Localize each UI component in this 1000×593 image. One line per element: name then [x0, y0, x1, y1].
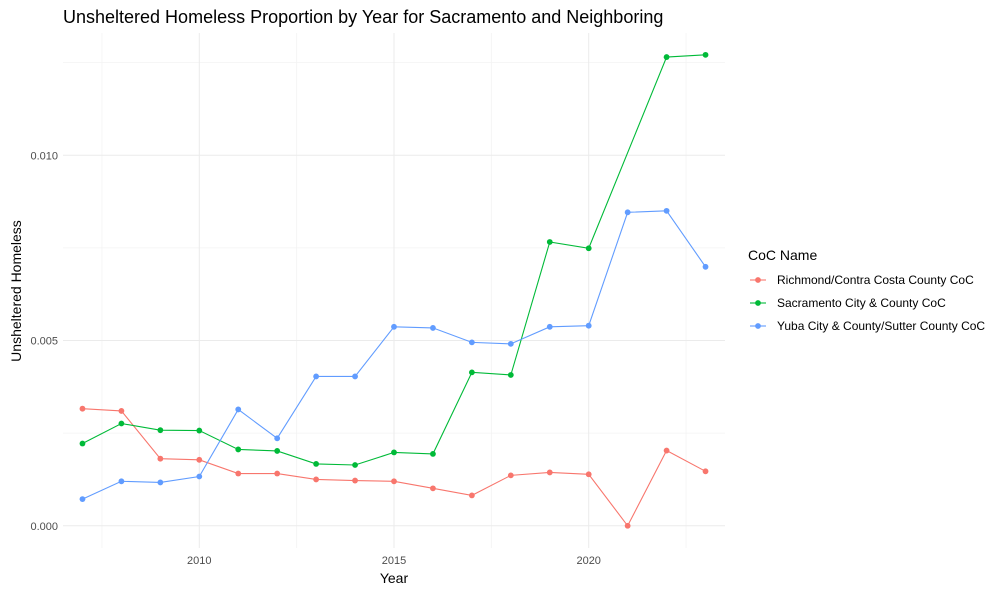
legend-item: Sacramento City & County CoC: [750, 296, 946, 310]
data-point: [391, 323, 397, 330]
data-point: [430, 450, 436, 457]
data-point: [585, 245, 592, 252]
data-point: [546, 323, 553, 330]
y-tick-label: 0.010: [30, 150, 58, 162]
data-point: [507, 372, 514, 378]
data-point: [624, 209, 631, 216]
data-point: [235, 470, 242, 477]
legend-key-point: [755, 300, 761, 306]
y-axis-ticks: 0.000 0.005 0.010: [30, 150, 58, 533]
data-point: [235, 406, 242, 413]
data-point: [313, 476, 320, 483]
data-point: [118, 478, 125, 485]
data-point: [352, 477, 358, 484]
data-point: [274, 435, 281, 442]
data-point: [430, 485, 436, 492]
chart-title: Unsheltered Homeless Proportion by Year …: [63, 7, 663, 27]
legend-label: Yuba City & County/Sutter County CoC: [777, 319, 985, 333]
grid: [63, 33, 725, 548]
data-point: [313, 460, 320, 467]
x-axis-ticks: 2010 2015 2020: [187, 555, 601, 567]
data-point: [118, 420, 125, 427]
data-point: [391, 449, 397, 456]
series-3: [79, 207, 709, 502]
data-point: [235, 446, 242, 453]
data-point: [352, 373, 358, 380]
data-point: [196, 427, 203, 434]
data-point: [585, 471, 592, 478]
data-point: [468, 339, 475, 346]
data-point: [274, 448, 281, 454]
data-point: [468, 492, 475, 499]
data-point: [157, 479, 164, 486]
data-point: [118, 408, 125, 414]
x-tick-label: 2020: [576, 555, 600, 567]
x-tick-label: 2015: [382, 555, 406, 567]
data-point: [546, 239, 553, 245]
data-point: [196, 473, 203, 480]
legend-label: Sacramento City & County CoC: [777, 296, 946, 310]
data-point: [79, 405, 86, 412]
series-2: [79, 51, 709, 468]
legend-key-point: [755, 323, 761, 329]
data-point: [430, 325, 436, 331]
x-tick-label: 2010: [187, 555, 211, 567]
data-point: [624, 522, 631, 529]
x-axis-title: Year: [380, 570, 409, 586]
legend-item: Yuba City & County/Sutter County CoC: [750, 319, 985, 333]
data-point: [79, 496, 86, 502]
data-point: [391, 478, 397, 485]
data-point: [313, 373, 320, 380]
data-point: [702, 51, 709, 58]
y-axis-title: Unsheltered Homeless: [8, 220, 24, 362]
series-1: [79, 405, 709, 529]
legend-key-point: [755, 277, 761, 283]
data-point: [274, 470, 281, 477]
data-point: [157, 427, 164, 434]
data-point: [79, 440, 86, 447]
data-point: [157, 455, 164, 462]
data-point: [663, 207, 670, 214]
series-layer: [79, 51, 709, 529]
legend-item: Richmond/Contra Costa County CoC: [750, 273, 974, 287]
data-point: [585, 322, 592, 329]
y-tick-label: 0.005: [30, 336, 58, 348]
data-point: [352, 462, 358, 468]
data-point: [663, 447, 670, 454]
data-point: [468, 369, 475, 376]
data-point: [507, 472, 514, 479]
data-point: [702, 263, 709, 270]
series-line: [82, 54, 706, 466]
data-point: [196, 456, 203, 463]
y-tick-label: 0.000: [30, 521, 58, 533]
legend: CoC Name Richmond/Contra Costa County Co…: [748, 247, 985, 333]
data-point: [546, 469, 553, 476]
data-point: [507, 340, 514, 347]
data-point: [663, 54, 670, 60]
legend-label: Richmond/Contra Costa County CoC: [777, 273, 974, 287]
data-point: [702, 468, 709, 475]
legend-title: CoC Name: [748, 247, 817, 263]
